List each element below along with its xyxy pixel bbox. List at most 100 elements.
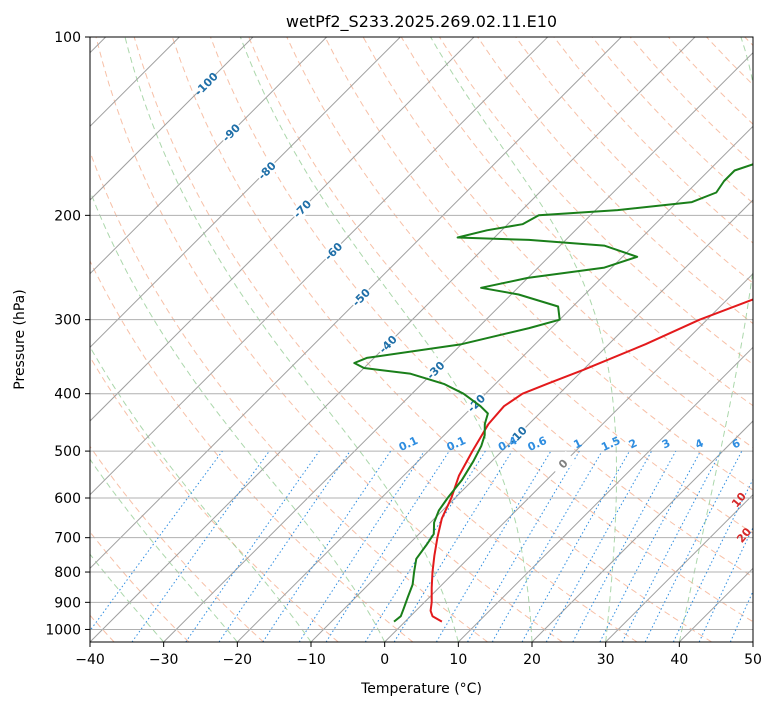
x-tick-label: −30 [149, 652, 179, 668]
isotherm-line [605, 493, 753, 642]
mixing-ratio-line [698, 526, 753, 642]
profile-series [353, 163, 753, 623]
y-tick-label: 300 [54, 313, 81, 329]
x-tick-label: −10 [296, 652, 326, 668]
moist-adiabat-line [90, 553, 165, 642]
x-tick-label: 30 [597, 652, 615, 668]
mixing-ratio-line [185, 450, 320, 642]
mixing-ratio-line [131, 450, 270, 642]
mixing-ratio-line [467, 450, 580, 642]
isotherm-label: -100 [192, 70, 221, 99]
mixing-ratio-line [298, 450, 425, 642]
dewpoint-profile-line [353, 163, 753, 623]
mixing-ratio-line [644, 450, 743, 642]
isotherm-label-bg [348, 284, 374, 311]
isotherm-line [236, 125, 753, 642]
y-tick-label: 100 [54, 30, 81, 46]
mixing-ratio-lines [90, 450, 753, 642]
moist-adiabat-line [239, 37, 533, 642]
dry-adiabat-line [248, 37, 753, 578]
chart-title: wetPf2_S233.2025.269.02.11.E10 [286, 12, 557, 32]
pressure-gridlines [90, 37, 753, 630]
x-tick-label: −20 [223, 652, 253, 668]
dry-adiabat-line [90, 531, 190, 642]
y-axis-ticks: 100 200 300 400 500 600 700 800 900 1000 [45, 30, 90, 638]
isotherm-label-bg [505, 422, 531, 448]
isotherm-label-bg [422, 357, 449, 383]
isotherm-line [90, 37, 475, 422]
plot-area: -100-90-80-70-60-50-40-30-20-1000.1 0.1 0.… [90, 37, 775, 642]
dry-adiabat-line [515, 37, 753, 284]
y-tick-label: 800 [54, 565, 81, 581]
x-tick-label: 0 [380, 652, 389, 668]
plot-frame [89, 36, 754, 643]
isotherm-line [531, 420, 753, 642]
isotherm-line [752, 641, 753, 642]
dry-adiabat-label: 10 [729, 490, 749, 510]
dry-adiabat-line [324, 37, 753, 491]
dry-adiabat-label: 30 [751, 553, 771, 573]
isotherm-line [90, 37, 254, 201]
y-tick-label: 500 [54, 444, 81, 460]
dry-adiabat-line [90, 445, 264, 642]
isotherm-label-bg [289, 196, 315, 222]
dry-adiabat-line [95, 37, 563, 642]
temperature-profile-line [429, 298, 753, 623]
x-tick-label: 50 [744, 652, 762, 668]
dry-adiabat-line [90, 356, 339, 642]
isotherm-line [457, 346, 753, 642]
moist-adiabat-line [90, 458, 238, 642]
isotherms [90, 37, 753, 642]
dry-adiabat-line [171, 37, 712, 642]
dry-adiabat-line [286, 37, 753, 534]
isotherm-label-bg [193, 71, 219, 97]
dry-adiabat-line [133, 37, 638, 642]
y-tick-label: 900 [54, 595, 81, 611]
mixing-ratio-line [325, 450, 450, 642]
mixing-ratio-line [393, 450, 513, 642]
dry-adiabat-label: 40 [767, 581, 775, 601]
dry-adiabat-line [591, 37, 753, 204]
isotherm-line [90, 37, 549, 496]
dry-adiabat-line [90, 150, 488, 642]
y-tick-label: 1000 [45, 622, 81, 638]
y-tick-label: 200 [54, 208, 81, 224]
moist-adiabat-line [90, 189, 386, 642]
y-tick-label: 700 [54, 531, 81, 547]
isotherm-line [678, 567, 753, 642]
mixing-ratio-line [599, 450, 701, 642]
y-tick-label: 600 [54, 491, 81, 507]
moist-adiabat-line [90, 345, 312, 642]
dry-adiabat-line [90, 259, 414, 642]
isotherm-line [90, 37, 328, 275]
mixing-ratio-line [218, 450, 351, 642]
isotherm-label-bg [550, 450, 576, 477]
mixing-ratio-label: 2 [627, 436, 639, 451]
dry-adiabats [90, 37, 753, 642]
moist-adiabat-line [678, 37, 753, 642]
mixing-ratio-label: 8 [759, 436, 771, 451]
x-axis-label: Temperature (°C) [360, 681, 482, 697]
isotherm-label-bg [375, 331, 401, 357]
mixing-ratio-line [672, 478, 753, 642]
mixing-ratio-line [521, 450, 630, 642]
x-tick-label: −40 [75, 652, 105, 668]
line-labels: -100-90-80-70-60-50-40-30-20-1000.1 0.1 0.… [192, 70, 775, 601]
dry-adiabat-label: 20 [734, 525, 754, 545]
y-axis-label: Pressure (hPa) [12, 289, 28, 389]
isotherm-line [90, 37, 622, 570]
mixing-ratio-line [572, 450, 677, 642]
isotherm-line [384, 272, 753, 642]
mixing-ratio-line [262, 450, 392, 642]
isotherm-label-bg [320, 238, 347, 265]
x-tick-label: 40 [670, 652, 688, 668]
moist-adiabats [90, 37, 753, 642]
dry-adiabat-line [668, 37, 753, 125]
isotherm-line [310, 199, 753, 642]
dry-adiabat-line [210, 37, 753, 623]
mixing-ratio-line [435, 450, 552, 642]
x-axis-ticks: −40 −30 −20 −10 0 10 20 30 40 50 [75, 642, 762, 668]
dry-adiabat-line [744, 37, 753, 47]
isotherm-line [90, 37, 401, 349]
